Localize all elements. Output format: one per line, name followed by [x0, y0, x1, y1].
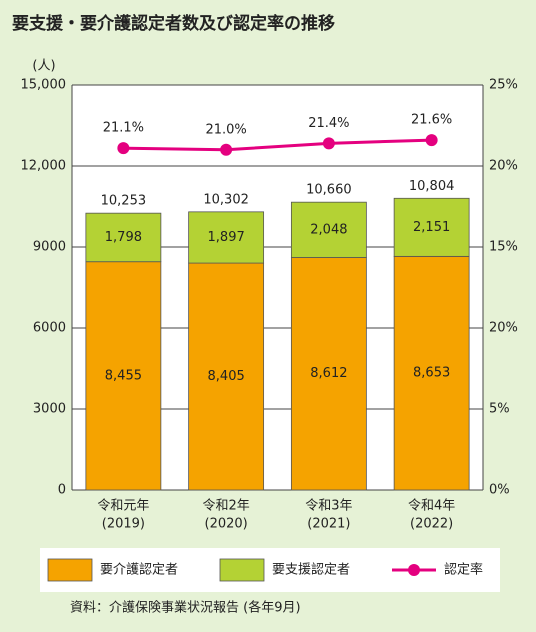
- y2-tick-label: 5%: [489, 402, 510, 417]
- bar-segment: [290, 201, 367, 258]
- y2-tick-label: 25%: [489, 78, 518, 93]
- bar-segment: [393, 255, 470, 491]
- y-tick-label: 0: [58, 483, 66, 498]
- rate-point: [425, 134, 438, 147]
- legend-swatch: [219, 558, 265, 582]
- x-tick-label: (2020): [205, 517, 248, 532]
- y2-tick-label: 15%: [489, 240, 518, 255]
- chart-title: 要支援・要介護認定者数及び認定率の推移: [12, 13, 335, 34]
- rate-label: 21.0%: [205, 122, 246, 137]
- y2-tick-label: 20%: [489, 321, 518, 336]
- rate-point: [220, 143, 233, 156]
- x-tick-label: 令和3年: [305, 499, 352, 514]
- total-label: 10,253: [101, 194, 147, 209]
- rate-point: [322, 137, 335, 150]
- data-label: 2,151: [413, 220, 450, 235]
- y-tick-label: 15,000: [21, 78, 67, 93]
- bar-segment: [290, 257, 367, 491]
- bar-segment: [85, 261, 162, 491]
- bar-segment: [188, 211, 265, 264]
- y2-tick-label: 0%: [489, 483, 510, 498]
- bar-segment: [188, 262, 265, 491]
- x-tick-label: 令和4年: [408, 499, 455, 514]
- legend-swatch: [47, 558, 93, 582]
- data-label: 8,612: [310, 366, 347, 381]
- rate-point: [117, 142, 130, 155]
- y2-tick-label: 20%: [489, 159, 518, 174]
- legend-marker: [408, 564, 420, 576]
- x-tick-label: 令和2年: [202, 499, 249, 514]
- y-tick-label: 6000: [33, 321, 66, 336]
- legend-label: 要支援認定者: [272, 562, 350, 578]
- x-tick-label: (2021): [307, 517, 350, 532]
- bar-segment: [393, 197, 470, 257]
- legend-label: 認定率: [444, 562, 483, 578]
- data-label: 8,455: [105, 368, 142, 383]
- data-label: 1,798: [105, 230, 142, 245]
- data-label: 8,653: [413, 366, 450, 381]
- rate-line: [123, 138, 432, 152]
- rate-label: 21.1%: [103, 121, 144, 136]
- x-tick-label: (2022): [410, 517, 453, 532]
- rate-label: 21.4%: [308, 116, 349, 131]
- bar-segment: [85, 212, 162, 263]
- total-label: 10,804: [409, 179, 455, 194]
- rate-label: 21.6%: [411, 113, 452, 128]
- y-tick-label: 3000: [33, 402, 66, 417]
- total-label: 10,302: [203, 192, 249, 207]
- y-tick-label: 9000: [33, 240, 66, 255]
- data-label: 2,048: [310, 222, 347, 237]
- y-tick-label: 12,000: [21, 159, 67, 174]
- data-label: 8,405: [208, 369, 245, 384]
- total-label: 10,660: [306, 183, 352, 198]
- x-tick-label: 令和元年: [97, 499, 149, 514]
- data-label: 1,897: [208, 230, 245, 245]
- legend-label: 要介護認定者: [100, 562, 178, 578]
- x-tick-label: (2019): [102, 517, 145, 532]
- y-axis-label: (人): [32, 59, 55, 74]
- source-note: 資料：介護保険事業状況報告 (各年9月): [70, 600, 301, 616]
